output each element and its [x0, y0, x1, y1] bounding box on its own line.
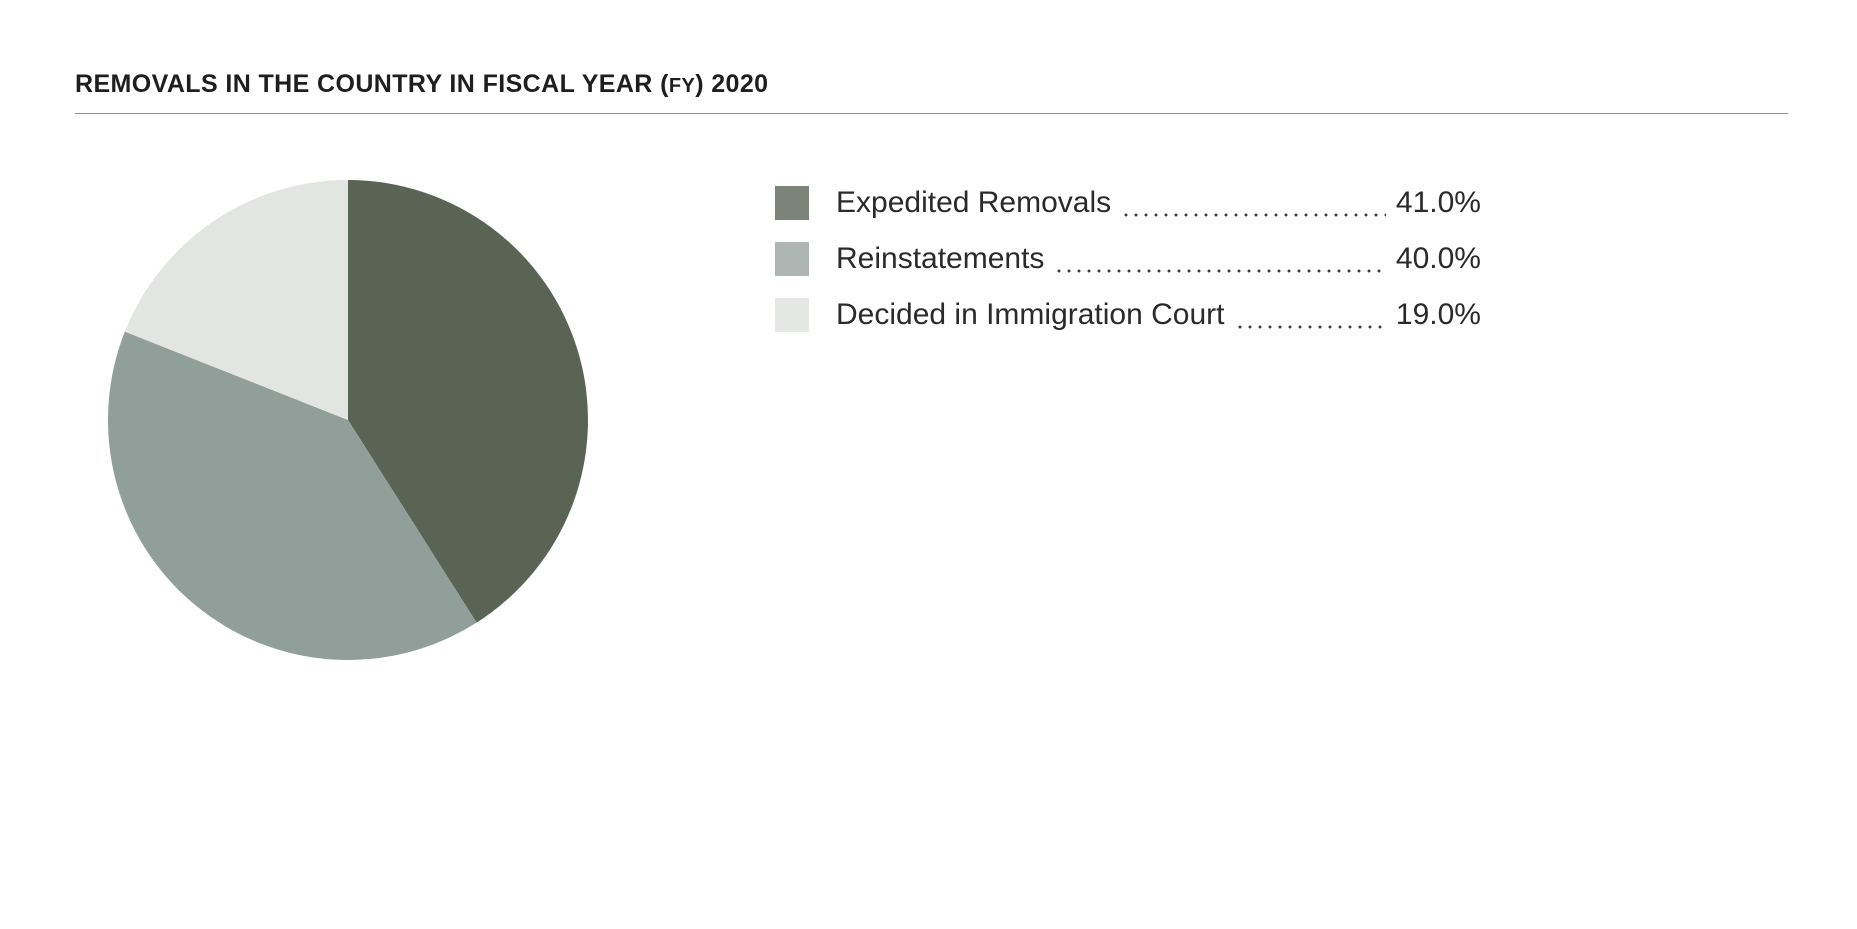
legend: Expedited Removals 41.0% Reinstatements …: [775, 186, 1481, 354]
legend-value-expedited-removals: 41.0%: [1395, 186, 1481, 219]
legend-item-reinstatements: Reinstatements 40.0%: [775, 242, 1481, 276]
chart-title-suffix: ) 2020: [695, 70, 769, 98]
chart-title-main: REMOVALS IN THE COUNTRY IN FISCAL YEAR (: [75, 70, 669, 98]
chart-title: REMOVALS IN THE COUNTRY IN FISCAL YEAR (…: [75, 70, 768, 99]
pie-slices: [108, 180, 588, 660]
legend-value-decided-in-immigration-court: 19.0%: [1395, 298, 1481, 331]
legend-label-decided-in-immigration-court: Decided in Immigration Court: [836, 298, 1225, 331]
title-divider: [75, 113, 1788, 114]
legend-item-decided-in-immigration-court: Decided in Immigration Court 19.0%: [775, 298, 1481, 332]
pie-slice-expedited-removals: [348, 180, 588, 623]
pie-slice-decided-in-immigration-court: [124, 180, 349, 420]
legend-leader-dots: [1234, 298, 1386, 332]
legend-item-expedited-removals: Expedited Removals 41.0%: [775, 186, 1481, 220]
legend-value-reinstatements: 40.0%: [1395, 242, 1481, 275]
chart-title-abbrev: FY: [668, 75, 696, 97]
legend-swatch-expedited-removals: [775, 186, 809, 220]
legend-leader-dots: [1054, 242, 1386, 276]
pie-slice-reinstatements: [108, 331, 477, 660]
legend-label-reinstatements: Reinstatements: [836, 242, 1045, 275]
legend-swatch-reinstatements: [775, 242, 809, 276]
legend-swatch-decided-in-immigration-court: [775, 298, 809, 332]
legend-label-expedited-removals: Expedited Removals: [836, 186, 1112, 219]
legend-leader-dots: [1121, 186, 1386, 220]
pie-chart: [108, 180, 588, 660]
